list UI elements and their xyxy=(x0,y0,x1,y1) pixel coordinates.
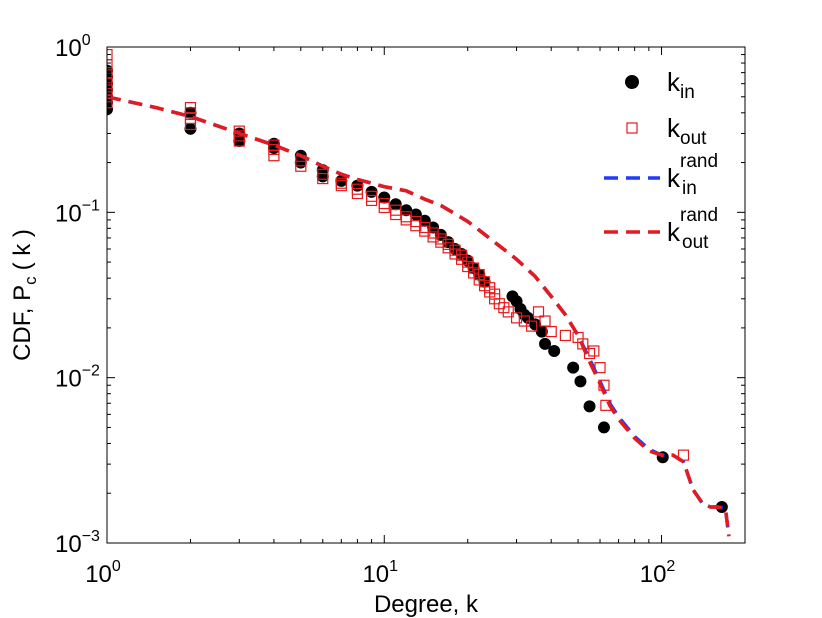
point-k_in xyxy=(539,337,552,350)
point-k_in xyxy=(597,421,610,434)
point-k_out xyxy=(268,150,280,162)
point-k_in xyxy=(418,214,431,227)
legend-label-base: k xyxy=(667,217,681,247)
y-tick-label: 10−1 xyxy=(55,197,100,227)
point-k_out xyxy=(107,97,113,109)
legend-label: krand in xyxy=(667,151,718,199)
point-k_out xyxy=(390,204,402,216)
point-k_out xyxy=(502,306,514,318)
legend-label: krand out xyxy=(667,205,718,253)
legend-label: kout xyxy=(667,113,707,149)
y-tick-exp: −3 xyxy=(82,528,100,545)
plot-frame xyxy=(106,46,746,544)
x-tick-base: 10 xyxy=(85,561,112,588)
y-tick-label: 10−3 xyxy=(55,528,100,558)
point-k_out xyxy=(268,139,280,151)
series-layer xyxy=(107,48,731,537)
legend-label-sub: out xyxy=(682,232,709,253)
point-k_out xyxy=(410,215,422,228)
point-k_out xyxy=(588,345,600,357)
x-tick-label: 102 xyxy=(640,558,676,588)
y-axis-label-rest: ( k ) xyxy=(9,229,36,270)
point-k_in xyxy=(378,191,391,204)
point-k_out xyxy=(365,190,378,202)
point-k_in xyxy=(574,375,587,388)
point-k_out xyxy=(468,262,480,274)
y-tick-base: 10 xyxy=(55,366,82,393)
point-k_out xyxy=(559,329,571,342)
legend-item-k_in_rand: krand in xyxy=(604,151,718,199)
legend-label-base: k xyxy=(667,113,681,143)
point-k_in xyxy=(583,400,596,413)
point-k_out xyxy=(107,67,113,79)
point-k_out xyxy=(498,302,510,314)
y-tick-base: 10 xyxy=(55,35,82,62)
point-k_out xyxy=(351,183,363,195)
point-k_out xyxy=(233,125,245,137)
point-k_out xyxy=(317,168,329,180)
point-k_out xyxy=(510,312,523,324)
point-k_in xyxy=(400,204,413,217)
point-k_out xyxy=(184,118,197,131)
x-tick-exp: 0 xyxy=(112,558,121,575)
point-k_out xyxy=(455,249,468,261)
legend-swatch xyxy=(625,75,639,89)
y-tick-base: 10 xyxy=(55,531,82,558)
legend-item-k_in: kin xyxy=(625,67,695,103)
point-k_out xyxy=(532,306,545,318)
y-tick-exp: −1 xyxy=(82,197,100,214)
point-k_out xyxy=(378,197,390,210)
legend-swatch xyxy=(626,122,638,134)
point-k_out xyxy=(335,177,347,189)
legend-label-sup: rand xyxy=(680,205,718,226)
point-k_in xyxy=(389,198,402,211)
point-k_out xyxy=(107,78,113,90)
legend-item-k_out: kout xyxy=(626,113,707,149)
point-k_out xyxy=(107,48,113,61)
legend-label-base: k xyxy=(667,67,681,97)
legend-label-sub: out xyxy=(680,128,707,149)
y-tick-exp: −2 xyxy=(82,363,100,380)
legend-label-sub: in xyxy=(682,178,697,199)
legend-item-k_out_rand: krand out xyxy=(604,205,718,253)
point-k_out xyxy=(427,227,439,239)
point-k_in xyxy=(409,208,422,221)
x-tick-label: 100 xyxy=(85,558,121,588)
x-tick-exp: 1 xyxy=(389,558,398,575)
legend-label-sup: rand xyxy=(680,151,718,172)
label-layer: Degree, k CDF, Pc ( k ) xyxy=(9,229,479,618)
x-tick-base: 10 xyxy=(640,561,667,588)
point-k_in xyxy=(567,361,580,374)
point-k_out xyxy=(107,84,113,96)
point-k_in xyxy=(548,344,561,357)
series-line-k_out_rand xyxy=(107,95,731,537)
y-axis-label-main: CDF, P xyxy=(9,285,36,361)
point-k_out xyxy=(442,238,454,250)
point-k_out xyxy=(107,59,113,71)
y-axis-label-sub: c xyxy=(21,276,40,285)
x-tick-exp: 2 xyxy=(666,558,675,575)
y-axis-label: CDF, Pc ( k ) xyxy=(9,229,40,361)
legend-label-base: k xyxy=(667,163,681,193)
y-tick-exp: 0 xyxy=(82,32,91,49)
point-k_in xyxy=(535,325,548,338)
point-k_out xyxy=(545,325,557,338)
point-k_out xyxy=(539,315,551,327)
x-tick-label: 101 xyxy=(362,558,398,588)
y-tick-label: 10−2 xyxy=(55,363,100,393)
x-axis-label: Degree, k xyxy=(374,591,479,618)
point-k_out xyxy=(526,320,538,332)
legend-label: kin xyxy=(667,67,695,103)
y-tick-label: 100 xyxy=(55,32,91,62)
x-tick-base: 10 xyxy=(362,561,389,588)
point-k_out xyxy=(184,101,197,114)
point-k_in xyxy=(184,122,197,135)
point-k_out xyxy=(462,256,474,268)
legend-label-sub: in xyxy=(680,82,695,103)
y-tick-base: 10 xyxy=(55,200,82,227)
